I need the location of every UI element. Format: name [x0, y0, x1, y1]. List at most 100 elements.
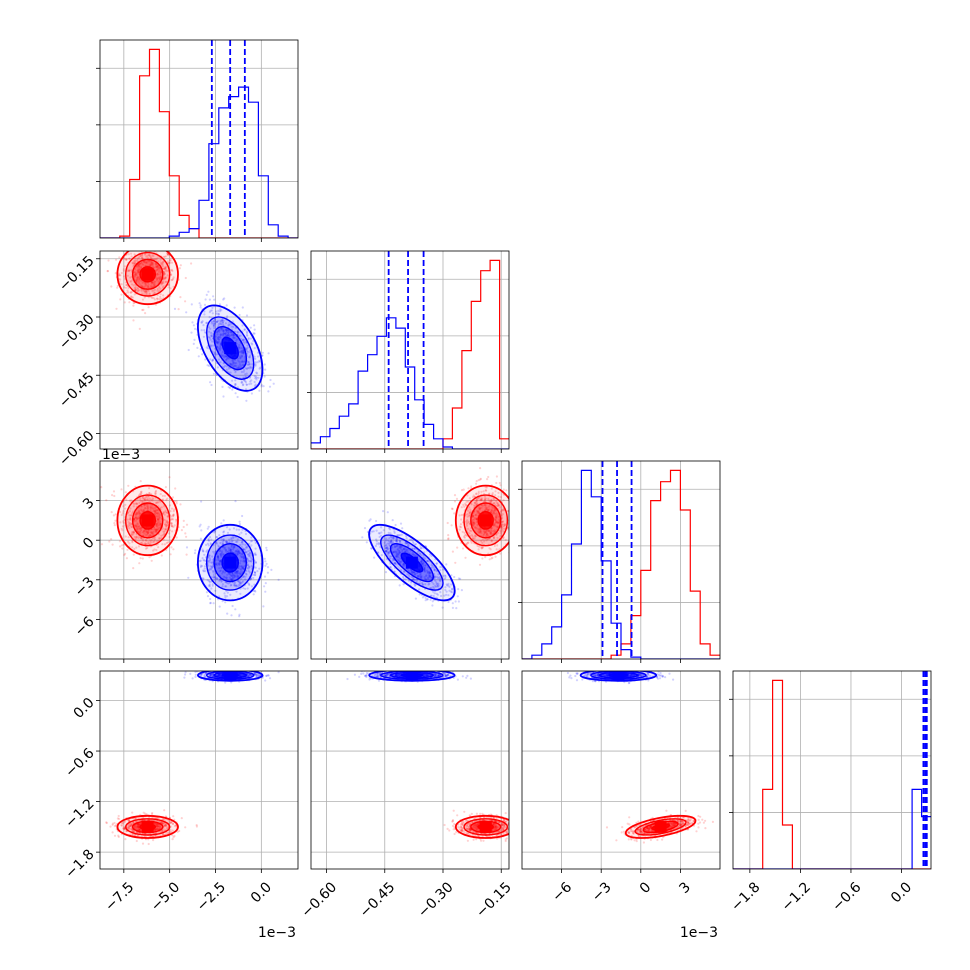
sample-point	[249, 365, 252, 368]
sample-point	[154, 510, 157, 513]
sample-point	[385, 549, 388, 553]
sample-point	[423, 568, 426, 571]
sample-point	[219, 343, 222, 346]
sample-point	[136, 517, 139, 520]
sample-point	[480, 498, 483, 501]
sample-point	[487, 497, 490, 501]
sample-point	[238, 346, 241, 350]
sample-point	[140, 288, 143, 291]
sample-point	[220, 323, 223, 326]
sample-point	[429, 576, 432, 579]
sample-point	[483, 498, 486, 501]
sample-point	[156, 520, 160, 524]
sample-point	[179, 264, 182, 267]
sample-point	[129, 514, 132, 517]
sample-point	[209, 358, 212, 361]
sample-point	[389, 540, 392, 543]
sample-point	[216, 577, 219, 580]
sample-point	[178, 267, 181, 270]
sample-point	[244, 340, 247, 343]
sample-point	[250, 536, 253, 539]
sample-point	[430, 554, 433, 558]
sample-point	[475, 527, 478, 530]
sample-point	[229, 584, 232, 587]
sample-point	[229, 548, 232, 552]
sample-point	[133, 293, 136, 296]
sample-point	[506, 510, 509, 513]
sample-point	[226, 531, 230, 534]
sample-point	[250, 564, 253, 568]
sample-point	[145, 530, 148, 533]
sample-point	[198, 560, 201, 563]
sample-point	[461, 547, 465, 550]
sample-point	[221, 318, 224, 322]
sample-point	[412, 571, 415, 574]
sample-point	[158, 298, 161, 301]
sample-point	[486, 533, 489, 536]
sample-point	[136, 523, 139, 526]
sample-point	[253, 589, 256, 592]
sample-point	[465, 522, 468, 526]
sample-point	[492, 512, 495, 515]
sample-point	[234, 383, 237, 386]
sample-point	[493, 536, 496, 540]
sample-point	[375, 538, 378, 541]
sample-point	[179, 296, 182, 299]
sample-point	[156, 517, 159, 520]
sample-point	[143, 497, 146, 500]
sample-point	[230, 363, 233, 366]
sample-point	[470, 503, 473, 506]
sample-point	[264, 560, 267, 563]
sample-point	[171, 525, 174, 528]
sample-point	[170, 517, 174, 521]
sample-point	[466, 509, 470, 512]
sample-point	[212, 320, 216, 323]
sample-point	[221, 327, 224, 330]
sample-point	[487, 508, 490, 512]
sample-point	[443, 574, 446, 577]
sample-point	[204, 358, 207, 361]
sample-point	[413, 571, 416, 574]
sample-point	[453, 575, 456, 579]
sample-point	[477, 510, 480, 513]
sample-point	[232, 546, 235, 550]
sample-point	[141, 263, 144, 266]
sample-point	[459, 526, 463, 529]
sample-point	[203, 559, 206, 562]
sample-point	[254, 553, 258, 556]
sample-point	[139, 492, 142, 495]
sample-point	[501, 508, 504, 511]
sample-point	[225, 540, 228, 543]
sample-point	[216, 366, 219, 369]
sample-point	[480, 539, 483, 543]
sample-point	[397, 551, 400, 554]
sample-point	[164, 527, 167, 531]
sample-point	[242, 554, 245, 557]
sample-point	[415, 580, 418, 583]
sample-point	[389, 557, 392, 560]
sample-point	[399, 551, 402, 554]
sample-point	[155, 528, 159, 531]
sample-point	[148, 542, 151, 546]
sample-point	[231, 578, 234, 581]
sample-point	[140, 262, 143, 265]
sample-point	[125, 283, 128, 287]
sample-point	[138, 327, 141, 330]
sample-point	[269, 378, 272, 382]
sample-point	[161, 527, 164, 530]
sample-point	[152, 530, 156, 533]
sample-point	[475, 520, 478, 523]
sample-point	[266, 566, 270, 569]
sample-point	[225, 355, 228, 358]
sample-point	[202, 550, 205, 553]
sample-point	[405, 537, 408, 540]
sample-point	[234, 550, 237, 553]
sample-point	[138, 267, 141, 270]
sample-point	[144, 264, 147, 267]
sample-point	[155, 528, 158, 531]
sample-point	[150, 559, 153, 562]
sample-point	[212, 322, 215, 325]
sample-point	[192, 342, 195, 345]
sample-point	[398, 551, 401, 554]
sample-point	[447, 600, 450, 604]
